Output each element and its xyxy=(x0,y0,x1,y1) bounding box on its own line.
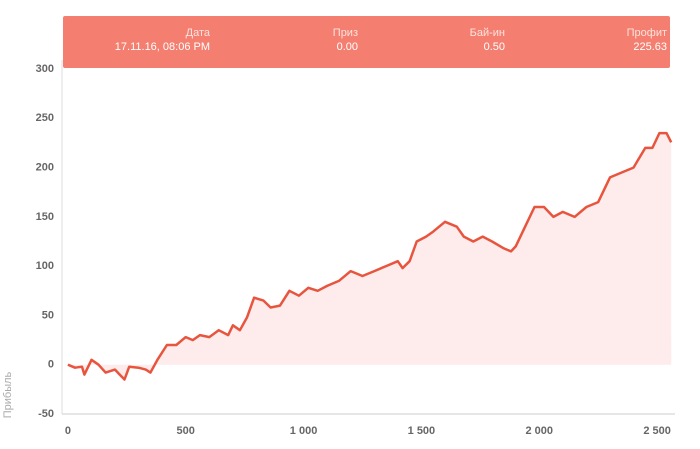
y-tick-label: 250 xyxy=(36,112,54,124)
y-tick-label: 200 xyxy=(36,161,54,173)
y-tick-label: 100 xyxy=(36,260,54,272)
x-tick-label: 0 xyxy=(65,425,71,437)
y-tick-label: 50 xyxy=(42,309,54,321)
tooltip-value: 0.00 xyxy=(337,41,358,53)
line xyxy=(67,131,673,381)
x-tick-label: 2 000 xyxy=(525,425,553,437)
x-tick-label: 1 000 xyxy=(290,425,318,437)
x-tick-label: 500 xyxy=(177,425,195,437)
tooltip xyxy=(63,16,670,68)
tooltip-value: 0.50 xyxy=(484,41,505,53)
tooltip-label: Бай-ин xyxy=(470,27,505,39)
x-tick-label: 2 500 xyxy=(643,425,671,437)
x-tick-label: 1 500 xyxy=(408,425,436,437)
tooltip-value: 225.63 xyxy=(633,41,667,53)
y-tick-label: 300 xyxy=(36,63,54,75)
tooltip-value: 17.11.16, 08:06 PM xyxy=(115,41,210,53)
y-tick-label: -50 xyxy=(38,408,54,420)
y-tick-label: 0 xyxy=(48,359,54,371)
y-tick-label: 150 xyxy=(36,211,54,223)
area xyxy=(67,133,672,380)
y-axis-label: Прибыль xyxy=(2,371,14,418)
tooltip-label: Дата xyxy=(186,27,211,39)
tooltip-label: Профит xyxy=(627,27,667,39)
tooltip-label: Приз xyxy=(333,27,358,39)
